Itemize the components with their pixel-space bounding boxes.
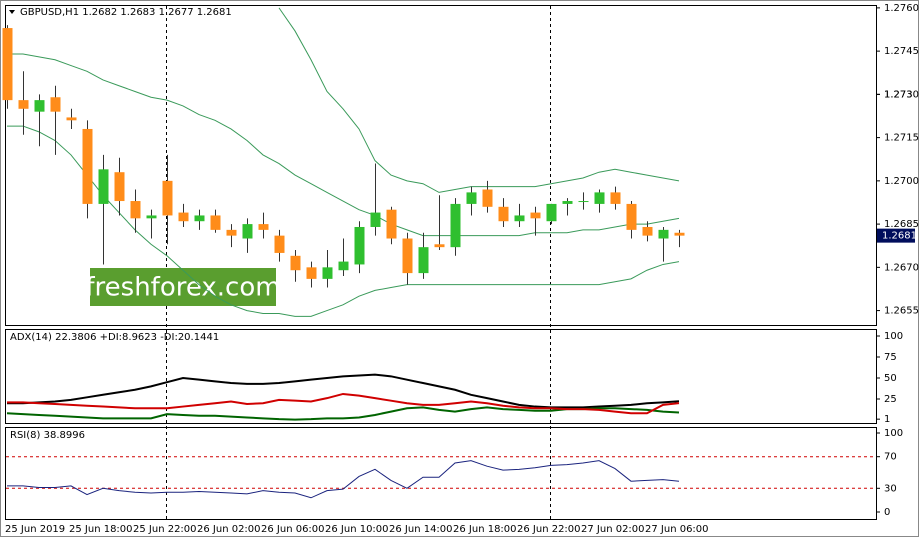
last-price-box bbox=[877, 228, 915, 243]
candle-body bbox=[578, 201, 589, 203]
candle-body bbox=[626, 203, 637, 230]
y-tick-label: 1.2745 bbox=[884, 46, 919, 57]
candle-body bbox=[162, 180, 173, 216]
candle-body bbox=[258, 224, 269, 230]
y-tick-label: 0 bbox=[884, 507, 890, 518]
y-tick-label: 1.2670 bbox=[884, 262, 919, 273]
candle-body bbox=[210, 215, 221, 230]
indicator-line bbox=[7, 373, 680, 409]
x-tick-label: 27 Jun 06:00 bbox=[645, 524, 709, 535]
x-tick-label: 25 Jun 2019 bbox=[5, 524, 65, 535]
x-tick-label: 26 Jun 18:00 bbox=[453, 524, 517, 535]
candle-body bbox=[594, 192, 605, 204]
price-panel bbox=[5, 5, 877, 326]
candle-body bbox=[194, 215, 205, 222]
candle-body bbox=[34, 100, 45, 112]
candle-body bbox=[530, 212, 541, 219]
y-tick-label: 100 bbox=[884, 428, 903, 439]
candle-body bbox=[2, 28, 13, 101]
candle-body bbox=[322, 267, 333, 279]
watermark: freshforex.com bbox=[85, 273, 280, 303]
rsi-panel bbox=[5, 427, 877, 520]
candle-body bbox=[130, 201, 141, 219]
candle-body bbox=[546, 203, 557, 222]
y-tick-label: 1.2685 bbox=[884, 219, 919, 230]
x-tick-label: 26 Jun 14:00 bbox=[389, 524, 453, 535]
candle-body bbox=[562, 201, 573, 204]
y-tick-label: 1.273 bbox=[884, 89, 913, 100]
candle-body bbox=[98, 169, 109, 204]
chart-title: GBPUSD,H1 1.2682 1.2683 1.2677 1.2681 bbox=[20, 7, 232, 18]
candle-body bbox=[146, 215, 157, 219]
x-tick-label: 26 Jun 22:00 bbox=[517, 524, 581, 535]
x-tick-label: 25 Jun 22:00 bbox=[133, 524, 197, 535]
candle-body bbox=[178, 212, 189, 222]
candle-body bbox=[434, 244, 445, 248]
y-tick-label: 50 bbox=[884, 373, 897, 384]
y-tick-label: 1.2715 bbox=[884, 133, 919, 144]
x-tick-label: 27 Jun 02:00 bbox=[581, 524, 645, 535]
y-tick-label: 75 bbox=[884, 352, 897, 363]
candle-body bbox=[66, 117, 77, 121]
indicator-line bbox=[7, 392, 680, 415]
y-tick-label: 100 bbox=[884, 331, 903, 342]
y-tick-label: 1.2655 bbox=[884, 306, 919, 317]
candle-body bbox=[242, 224, 253, 239]
menu-arrow bbox=[9, 10, 15, 14]
candle-body bbox=[658, 229, 669, 239]
band-upper bbox=[278, 7, 680, 193]
candle-body bbox=[290, 255, 301, 271]
y-tick-label: 1.2700 bbox=[884, 176, 919, 187]
candle-body bbox=[466, 192, 477, 204]
candle-body bbox=[370, 212, 381, 227]
candle-body bbox=[354, 226, 365, 265]
candle-body bbox=[18, 100, 29, 109]
y-tick-label: 70 bbox=[884, 452, 897, 463]
candle-body bbox=[386, 209, 397, 239]
x-tick-label: 26 Jun 10:00 bbox=[325, 524, 389, 535]
x-tick-label: 26 Jun 02:00 bbox=[197, 524, 261, 535]
candle-body bbox=[418, 247, 429, 274]
rsi-title: RSI(8) 38.8996 bbox=[10, 430, 85, 441]
candle-body bbox=[402, 238, 413, 274]
candle-body bbox=[274, 235, 285, 253]
candle-body bbox=[514, 215, 525, 222]
candle-body bbox=[114, 172, 125, 202]
y-tick-label: 1.2760 bbox=[884, 3, 919, 14]
candle-body bbox=[610, 192, 621, 204]
candle-body bbox=[50, 97, 61, 112]
band-middle bbox=[7, 53, 680, 237]
candle-body bbox=[82, 128, 93, 204]
candle-body bbox=[306, 267, 317, 279]
x-tick-label: 25 Jun 18:00 bbox=[69, 524, 133, 535]
x-tick-label: 26 Jun 06:00 bbox=[261, 524, 325, 535]
candle-body bbox=[642, 226, 653, 236]
indicator-line bbox=[7, 460, 680, 499]
candle-body bbox=[674, 232, 685, 236]
y-tick-label: 1 bbox=[884, 414, 890, 425]
watermark-box bbox=[90, 268, 276, 306]
y-tick-label: 30 bbox=[884, 483, 897, 494]
candle-body bbox=[338, 261, 349, 271]
candle-body bbox=[226, 229, 237, 236]
adx-panel bbox=[5, 329, 877, 424]
y-tick-label: 1.2730 bbox=[884, 89, 919, 100]
candle-body bbox=[482, 189, 493, 207]
adx-title: ADX(14) 22.3806 +DI:8.9623 -DI:20.1441 bbox=[10, 332, 219, 343]
last-price-label: 1.2681 bbox=[882, 231, 917, 242]
candle-body bbox=[498, 206, 509, 222]
y-tick-label: 25 bbox=[884, 394, 897, 405]
candle-body bbox=[450, 203, 461, 248]
